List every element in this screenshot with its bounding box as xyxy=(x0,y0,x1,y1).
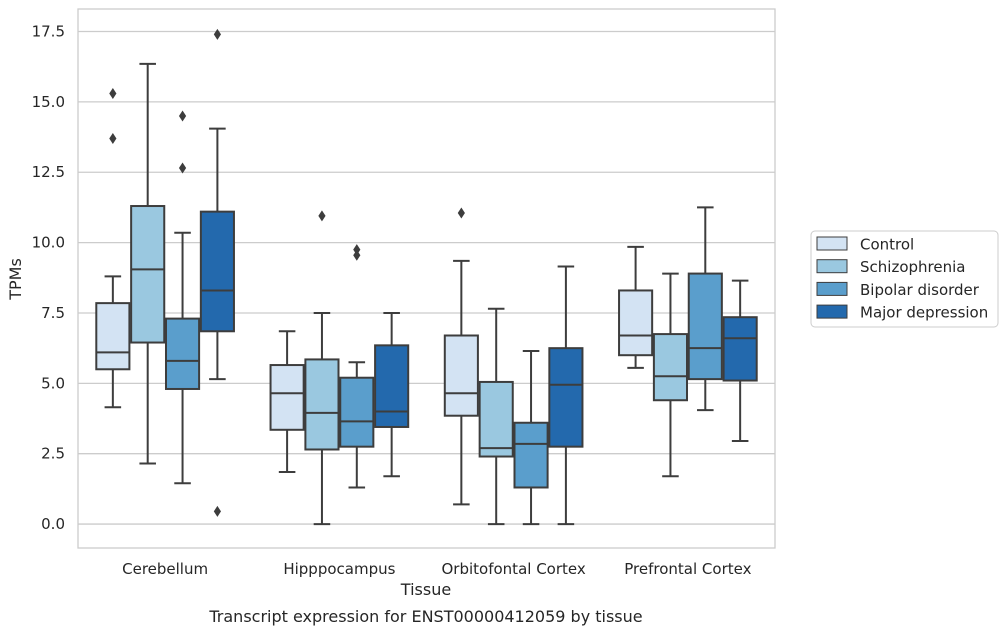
box xyxy=(722,316,758,382)
box xyxy=(269,364,305,431)
x-tick-label: Orbitofontal Cortex xyxy=(442,560,586,578)
x-tick-label: Cerebellum xyxy=(122,560,208,578)
outlier-point xyxy=(353,244,361,256)
legend: Control Schizophrenia Bipolar disorder Majo… xyxy=(810,230,999,328)
box xyxy=(652,333,689,402)
series-group xyxy=(130,62,689,526)
box xyxy=(95,302,131,371)
x-axis-title: Tissue xyxy=(400,580,451,599)
legend-frame xyxy=(810,230,999,328)
box xyxy=(478,380,514,458)
legend-swatch xyxy=(816,281,848,296)
legend-label: Control xyxy=(860,236,914,254)
y-axis-title: TPMs xyxy=(6,258,25,301)
y-tick-label: 12.5 xyxy=(32,163,65,181)
box xyxy=(548,347,584,448)
legend-swatch xyxy=(816,304,848,319)
box xyxy=(618,289,654,357)
legend-label: Schizophrenia xyxy=(860,258,965,276)
box xyxy=(199,210,235,333)
y-tick-label: 0.0 xyxy=(41,515,65,533)
outlier-point xyxy=(178,110,187,122)
box xyxy=(130,205,166,344)
outlier-point xyxy=(353,249,361,261)
box xyxy=(304,358,340,451)
outlier-point xyxy=(318,210,326,222)
box-series xyxy=(95,28,758,526)
outlier-point xyxy=(109,132,117,144)
y-tick-label: 10.0 xyxy=(32,234,65,252)
y-tick-label: 5.0 xyxy=(41,374,65,392)
box xyxy=(164,317,201,390)
outlier-point xyxy=(213,28,221,40)
box xyxy=(687,272,723,381)
series-group xyxy=(164,110,723,526)
outlier-point xyxy=(178,162,187,174)
outlier-point xyxy=(213,505,221,517)
series-group xyxy=(95,87,654,506)
legend-label: Major depression xyxy=(860,304,988,322)
y-tick-labels: 0.0 2.5 5.0 7.5 10.0 12.5 15.0 17.5 xyxy=(32,23,65,534)
chart-caption: Transcript expression for ENST0000041205… xyxy=(208,607,642,626)
x-tick-label: Hipppocampus xyxy=(283,560,395,578)
x-tick-labels: Cerebellum Hipppocampus Orbitofontal Corte… xyxy=(122,560,751,578)
series-group xyxy=(199,28,758,526)
y-tick-label: 7.5 xyxy=(41,304,65,322)
y-tick-label: 2.5 xyxy=(41,445,65,463)
x-tick-label: Prefrontal Cortex xyxy=(624,560,751,578)
box xyxy=(339,376,375,448)
box xyxy=(513,421,549,489)
legend-label: Bipolar disorder xyxy=(860,281,980,299)
box xyxy=(443,334,479,417)
outlier-point xyxy=(457,207,465,219)
plot-frame xyxy=(77,8,776,549)
legend-swatch xyxy=(816,259,848,274)
legend-swatch xyxy=(816,236,848,251)
y-tick-label: 15.0 xyxy=(32,93,65,111)
outlier-point xyxy=(109,87,117,99)
box xyxy=(374,344,410,428)
y-tick-label: 17.5 xyxy=(32,23,65,41)
